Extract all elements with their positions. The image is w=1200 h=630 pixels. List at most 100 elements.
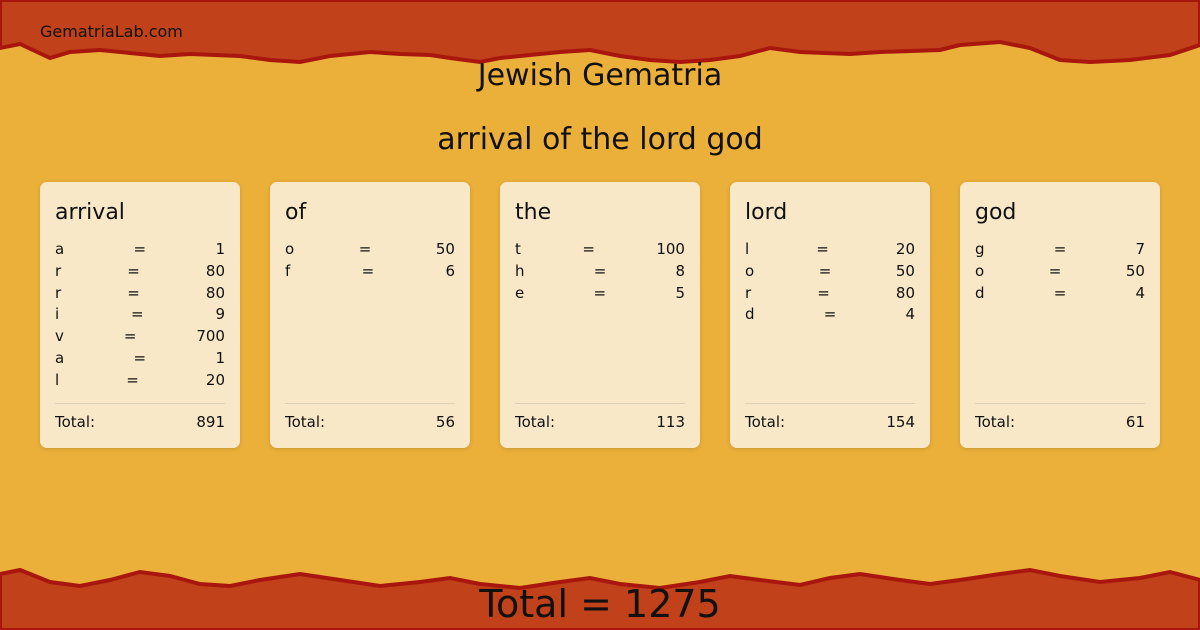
equals-sign: =: [358, 240, 372, 258]
word-total-row: Total: 891: [55, 403, 225, 431]
word-title: god: [975, 200, 1017, 225]
letter-value: 7: [1135, 240, 1145, 258]
letter-row: l = 20: [745, 239, 915, 261]
equals-sign: =: [127, 283, 140, 302]
letter: o: [975, 261, 985, 280]
letter-row: o = 50: [745, 261, 915, 283]
equals-sign: =: [593, 261, 607, 280]
word-total-row: Total: 61: [975, 403, 1145, 431]
letter-value: 8: [675, 261, 685, 280]
letter: o: [745, 261, 755, 280]
letter-value: 50: [895, 261, 915, 280]
letter-value: 50: [435, 240, 455, 258]
letter-row: e = 5: [515, 283, 685, 305]
equals-sign: =: [131, 305, 144, 324]
total-label: Total:: [745, 413, 786, 431]
letter-value: 1: [215, 348, 225, 367]
letter-value: 80: [205, 283, 225, 302]
letter: r: [55, 261, 62, 280]
letter-value: 4: [905, 305, 915, 324]
letter: a: [55, 348, 65, 367]
word-total: 891: [196, 413, 225, 431]
letter: d: [745, 305, 755, 324]
word-total-row: Total: 113: [515, 403, 685, 431]
letter-value: 100: [656, 240, 685, 258]
equals-sign: =: [582, 240, 595, 258]
letter-value: 9: [215, 305, 225, 324]
equals-sign: =: [818, 261, 832, 280]
letter: f: [285, 261, 291, 280]
word-title: arrival: [55, 200, 125, 225]
letter: d: [975, 283, 985, 302]
page-title: Jewish Gematria: [477, 58, 723, 93]
letter: v: [55, 327, 64, 346]
word-card: arrival a = 1 r = 80 r = 80 i = 9 v = 70…: [40, 182, 240, 448]
equals-sign: =: [127, 261, 140, 280]
equals-sign: =: [816, 240, 829, 258]
grand-total: Total = 1275: [479, 582, 721, 626]
word-total: 56: [435, 413, 455, 431]
equals-sign: =: [1053, 283, 1067, 302]
letter: r: [55, 283, 62, 302]
letter-row: h = 8: [515, 261, 685, 283]
word-total-row: Total: 154: [745, 403, 915, 431]
equals-sign: =: [817, 283, 830, 302]
letter-value: 80: [895, 283, 915, 302]
letter-row: i = 9: [55, 304, 225, 326]
equals-sign: =: [133, 348, 147, 367]
letter-row: f = 6: [285, 261, 455, 283]
equals-sign: =: [593, 283, 607, 302]
letter-row: d = 4: [745, 304, 915, 326]
word-title: of: [285, 200, 307, 225]
site-logo-link[interactable]: GematriaLab.com: [40, 22, 183, 41]
letter-row: t = 100: [515, 239, 685, 261]
letter-value: 4: [1135, 283, 1145, 302]
letter-row: l = 20: [55, 370, 225, 392]
letter-value: 20: [895, 240, 915, 258]
letter: o: [285, 240, 295, 258]
letter-value: 1: [215, 240, 225, 258]
total-label: Total:: [55, 413, 96, 431]
equals-sign: =: [1053, 240, 1067, 258]
letter-value: 80: [205, 261, 225, 280]
equals-sign: =: [123, 327, 137, 346]
equals-sign: =: [133, 240, 147, 258]
bottom-band: [0, 567, 1200, 630]
letter: l: [745, 240, 750, 258]
letter-value: 5: [675, 283, 685, 302]
letter-value: 6: [445, 261, 455, 280]
letter-row: g = 7: [975, 239, 1145, 261]
phrase-heading: arrival of the lord god: [437, 122, 763, 157]
letter: a: [55, 240, 65, 258]
letter-value: 700: [196, 327, 225, 346]
equals-sign: =: [823, 305, 837, 324]
word-card: lord l = 20 o = 50 r = 80 d = 4 Total: 1…: [730, 182, 930, 448]
letter: e: [515, 283, 525, 302]
word-title: the: [515, 200, 552, 225]
letter-row: o = 50: [285, 239, 455, 261]
word-title: lord: [745, 200, 788, 225]
letter-row: v = 700: [55, 326, 225, 348]
letter-row: o = 50: [975, 261, 1145, 283]
letter: t: [515, 240, 521, 258]
total-label: Total:: [975, 413, 1016, 431]
word-total: 61: [1125, 413, 1145, 431]
word-card: god g = 7 o = 50 d = 4 Total: 61: [960, 182, 1160, 448]
letter: i: [55, 305, 60, 324]
word-total: 113: [656, 413, 685, 431]
letter-row: r = 80: [55, 283, 225, 305]
word-card: the t = 100 h = 8 e = 5 Total: 113: [500, 182, 700, 448]
equals-sign: =: [361, 261, 375, 280]
letter-row: a = 1: [55, 348, 225, 370]
total-label: Total:: [515, 413, 556, 431]
word-total-row: Total: 56: [285, 403, 455, 431]
total-label: Total:: [285, 413, 326, 431]
word-card: of o = 50 f = 6 Total: 56: [270, 182, 470, 448]
letter-row: r = 80: [745, 283, 915, 305]
letter: g: [975, 240, 985, 258]
letter-row: a = 1: [55, 239, 225, 261]
word-cards: arrival a = 1 r = 80 r = 80 i = 9 v = 70…: [40, 182, 1160, 448]
letter: l: [55, 370, 60, 389]
letter-value: 20: [205, 370, 225, 389]
